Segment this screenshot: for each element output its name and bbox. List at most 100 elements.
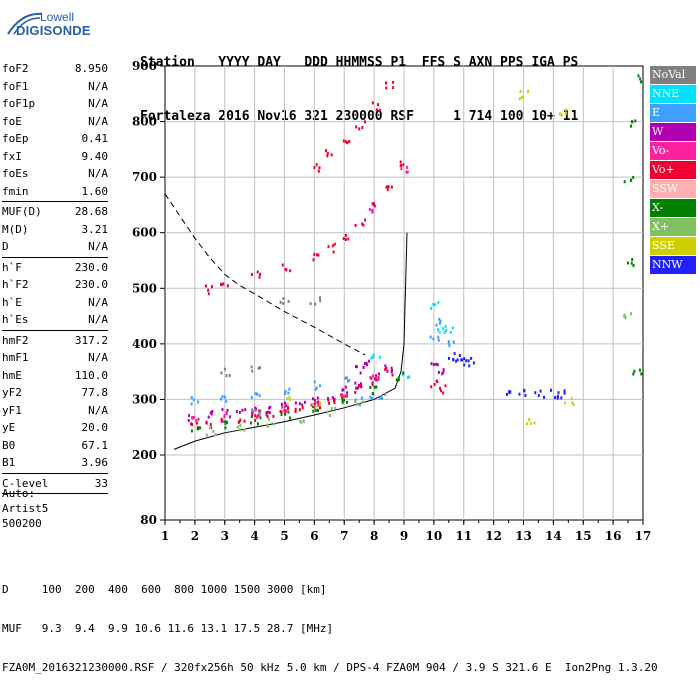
echo-point: [209, 423, 212, 426]
echo-point: [375, 108, 378, 112]
param-separator: [2, 329, 108, 331]
param-value: 3.21: [81, 222, 109, 236]
echo-point: [341, 400, 344, 404]
echo-point: [377, 376, 380, 380]
echo-point: [254, 414, 257, 418]
y-tick-label: 400: [132, 337, 157, 351]
param-row: C-level 33: [2, 475, 108, 493]
echo-point: [285, 409, 288, 413]
echo-point: [228, 374, 231, 377]
x-tick-label: 15: [575, 529, 592, 543]
echo-point: [285, 404, 288, 408]
echo-point: [638, 368, 641, 372]
y-tick-label: 600: [132, 226, 157, 240]
echo-point: [314, 401, 317, 404]
echo-point: [399, 160, 402, 164]
echo-point: [354, 400, 357, 403]
ionogram-plot: 1 2 3 4 5 6 7 8 9 10 11 12 13 14 15 16 17802003004005006…: [132, 59, 651, 543]
echo-point: [289, 398, 292, 402]
param-row: yE 20.0: [2, 419, 108, 437]
echo-point: [257, 366, 260, 370]
echo-point: [623, 314, 626, 318]
echo-point: [631, 120, 633, 124]
echo-point: [250, 415, 253, 418]
echo-point: [284, 412, 287, 416]
echo-point: [289, 269, 292, 273]
echo-point: [287, 410, 290, 414]
echo-point: [284, 401, 286, 405]
logo-text-digisonde: DIGISONDE: [16, 23, 91, 38]
auto-code: 500200: [2, 517, 42, 530]
echo-point: [360, 382, 362, 386]
echo-point: [368, 208, 371, 211]
x-tick-label: 6: [310, 529, 318, 543]
echo-point: [226, 284, 229, 288]
echo-point: [330, 407, 333, 411]
echo-point: [439, 389, 442, 393]
echo-point: [281, 263, 284, 267]
echo-point: [344, 376, 347, 380]
echo-point: [313, 166, 316, 169]
echo-point: [550, 388, 552, 392]
autoscaling-info: Auto: Artist5 500200: [2, 486, 48, 531]
echo-point: [439, 386, 441, 390]
param-row: foEs N/A: [2, 165, 108, 183]
echo-point: [362, 366, 365, 369]
echo-point: [332, 250, 335, 254]
param-value: N/A: [88, 114, 108, 128]
solid-trace-line: [173, 232, 408, 450]
echo-point: [458, 354, 461, 357]
echo-point: [224, 420, 227, 424]
echo-point: [363, 362, 366, 366]
echo-point: [397, 376, 400, 380]
echo-point: [365, 361, 368, 365]
y-tick-label: 300: [132, 392, 157, 406]
param-row: foE N/A: [2, 113, 108, 131]
echo-point: [385, 185, 388, 189]
echo-point: [229, 415, 232, 419]
echo-point: [372, 202, 375, 206]
echo-point: [298, 408, 301, 412]
echo-point: [236, 425, 239, 429]
echo-point: [316, 253, 319, 257]
param-separator: [2, 493, 108, 494]
echo-point: [390, 185, 393, 189]
echo-point: [265, 411, 268, 415]
echo-point: [399, 164, 402, 168]
auto-program: Artist5: [2, 502, 49, 515]
echo-point: [444, 384, 447, 388]
echo-point: [256, 270, 259, 274]
echo-point: [519, 89, 522, 93]
echo-point: [289, 416, 291, 420]
param-name: foEp: [2, 132, 29, 146]
echo-point: [435, 362, 438, 366]
echo-point: [333, 242, 336, 246]
echo-point: [387, 185, 390, 189]
echo-point: [381, 397, 384, 401]
echo-point: [225, 399, 228, 403]
echo-point: [631, 258, 634, 261]
echo-point: [506, 392, 508, 396]
echo-point: [435, 323, 438, 327]
x-tick-label: 14: [545, 529, 562, 543]
echo-point: [190, 402, 193, 406]
legend-item: Vo-: [650, 142, 696, 160]
echo-point: [266, 410, 269, 414]
echo-point: [244, 408, 247, 412]
echo-point: [453, 352, 456, 356]
y-tick-label: 200: [132, 448, 157, 462]
echo-point: [301, 403, 304, 407]
footer-info: D 100 200 400 600 800 1000 1500 3000 [km…: [2, 557, 658, 687]
echo-point: [196, 427, 199, 431]
param-name: h`Es: [2, 313, 29, 327]
echo-point: [282, 301, 285, 305]
legend-item: NNE: [650, 85, 696, 103]
echo-point: [632, 264, 635, 267]
echo-point: [331, 396, 334, 400]
param-value: N/A: [88, 403, 108, 417]
echo-point: [445, 329, 448, 332]
echo-point: [251, 412, 254, 416]
echo-point: [280, 402, 283, 406]
echo-point: [341, 388, 344, 392]
echo-point: [468, 364, 471, 368]
